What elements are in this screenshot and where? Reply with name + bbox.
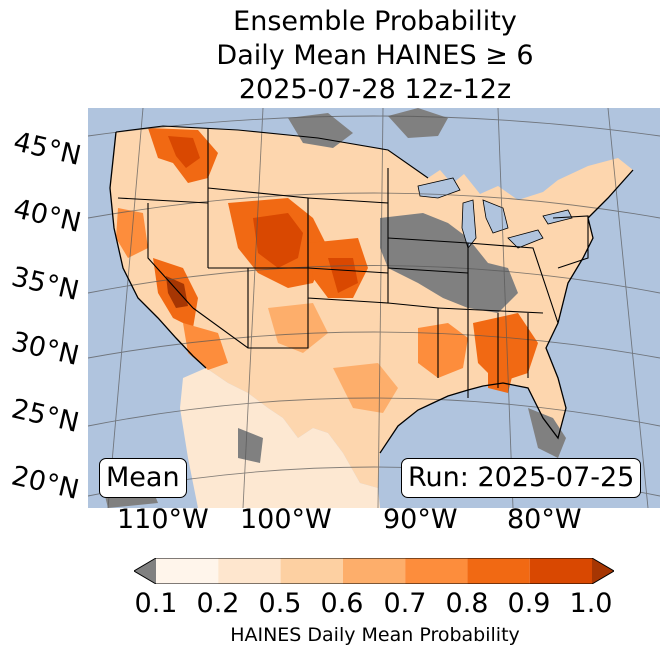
high-probability-areas (116, 128, 538, 413)
lat-label-40: 40°N (10, 193, 84, 239)
colorbar-segment (280, 558, 343, 584)
no-data-areas (103, 108, 566, 508)
colorbar-tick: 0.8 (445, 588, 489, 619)
colorbar (134, 558, 614, 584)
colorbar-tick: 0.9 (507, 588, 551, 619)
lon-label-90: 90°W (383, 504, 458, 535)
map-canvas (88, 108, 660, 508)
colorbar-segment (529, 558, 592, 584)
lon-label-110: 110°W (117, 504, 209, 535)
colorbar-under-arrow (134, 558, 156, 584)
colorbar-segment (218, 558, 281, 584)
coastline (109, 131, 634, 454)
lat-label-20: 20°N (8, 460, 82, 506)
title-line-2: Daily Mean HAINES ≥ 6 (216, 40, 534, 71)
lon-label-80: 80°W (507, 504, 582, 535)
lat-label-30: 30°N (8, 326, 82, 372)
graticule (88, 108, 660, 508)
colorbar-segment (467, 558, 530, 584)
state-boundaries (115, 125, 589, 398)
colorbar-tick: 0.1 (134, 588, 178, 619)
colorbar-label: HAINES Daily Mean Probability (230, 624, 520, 646)
colorbar-tick: 0.5 (258, 588, 302, 619)
mexico (180, 368, 380, 508)
colorbar-segment (342, 558, 406, 584)
title-line-1: Ensemble Probability (233, 6, 517, 37)
great-lakes (417, 177, 573, 249)
probability-map: Mean Run: 2025-07-25 (88, 108, 660, 508)
colorbar-tick: 0.6 (320, 588, 364, 619)
colorbar-tick: 1.0 (569, 588, 613, 619)
lat-label-25: 25°N (8, 393, 82, 439)
lat-label-45: 45°N (10, 126, 84, 172)
lon-label-100: 100°W (240, 504, 332, 535)
colorbar-segment (405, 558, 468, 584)
colorbar-over-arrow (592, 558, 614, 584)
colorbar-tick: 0.7 (383, 588, 427, 619)
title-line-3: 2025-07-28 12z-12z (238, 74, 512, 105)
stat-label-box: Mean (99, 458, 187, 498)
lat-label-35: 35°N (8, 261, 82, 307)
colorbar-segment (156, 558, 219, 584)
colorbar-tick: 0.2 (196, 588, 240, 619)
run-label-box: Run: 2025-07-25 (401, 458, 642, 498)
